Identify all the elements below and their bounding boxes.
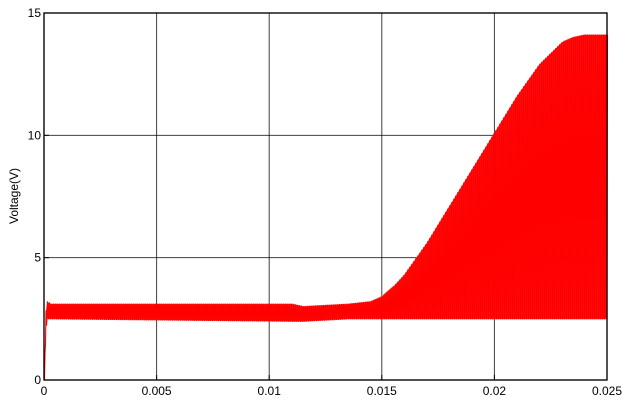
y-tick-label: 5 <box>34 251 41 265</box>
series-layer <box>43 34 609 381</box>
axes-layer: 0 0.005 0.01 0.015 0.02 0.025 0 5 10 15 <box>28 6 623 398</box>
x-tick-label: 0.015 <box>367 384 397 398</box>
y-tick-label: 15 <box>28 6 42 20</box>
x-tick-label: 0 <box>41 384 48 398</box>
x-tick-label: 0.01 <box>258 384 282 398</box>
x-tick-label: 0.005 <box>142 384 172 398</box>
voltage-series-line <box>43 34 609 381</box>
x-tick-label: 0.02 <box>483 384 507 398</box>
y-tick-label: 0 <box>34 373 41 387</box>
plot-border <box>43 12 608 381</box>
y-axis-label: Voltage(V) <box>7 168 21 224</box>
x-tick-label: 0.025 <box>592 384 622 398</box>
y-tick-label: 10 <box>28 128 42 142</box>
